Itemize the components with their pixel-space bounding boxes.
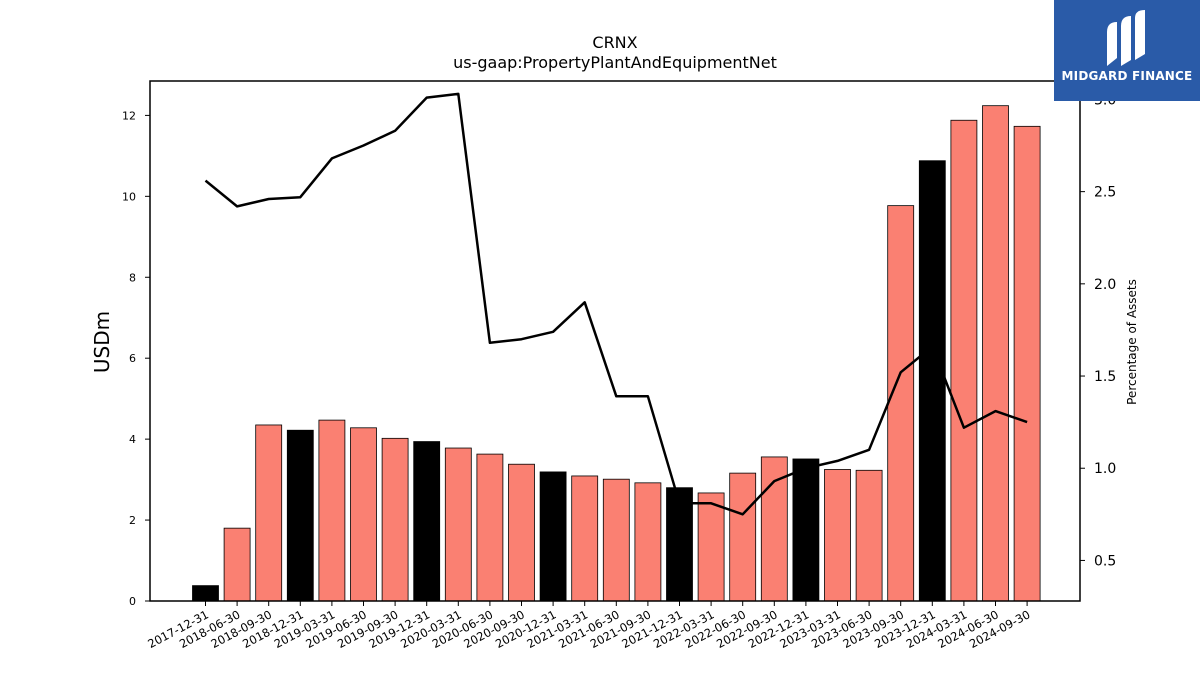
y-tick-label: 4: [129, 433, 136, 446]
bar-2021-03-31: [571, 475, 599, 602]
bar-2019-06-30: [350, 427, 377, 602]
y2-tick-label: 2.5: [1094, 185, 1116, 201]
y-axis: 0 2 4 6 8 10 12: [122, 109, 150, 608]
bar-2021-06-30: [602, 478, 630, 602]
chart-title: CRNX: [592, 33, 637, 52]
y-tick-label: 6: [129, 352, 136, 365]
y-tick-label: 2: [129, 514, 136, 527]
y2-tick-label: 0.5: [1094, 553, 1116, 569]
bar-2019-12-31: [413, 441, 441, 602]
bar-2023-06-30: [855, 469, 883, 602]
bar-2024-03-31: [950, 119, 978, 602]
line-group: [204, 92, 1028, 516]
bar-2018-09-30: [255, 424, 283, 602]
bar-2022-06-30: [729, 472, 757, 602]
y2-tick-label: 1.5: [1094, 369, 1116, 385]
y2-tick-label: 1.0: [1094, 461, 1116, 477]
bar-2020-06-30: [476, 453, 504, 602]
logo-mark-icon: [1107, 10, 1145, 66]
bar-2023-03-31: [824, 469, 851, 602]
x-axis: 2017-12-312018-06-302018-09-302018-12-31…: [145, 601, 1033, 651]
y-tick-label: 10: [122, 190, 136, 203]
bar-2019-03-31: [318, 419, 346, 602]
bars-group: [192, 105, 1041, 602]
y-axis-label: USDm: [90, 311, 114, 373]
bar-2021-12-31: [666, 487, 693, 602]
bar-2018-06-30: [223, 527, 251, 602]
chart-subtitle: us-gaap:PropertyPlantAndEquipmentNet: [453, 53, 777, 72]
bar-2024-06-30: [982, 105, 1009, 602]
bar-2023-09-30: [887, 205, 915, 602]
bar-2021-09-30: [634, 482, 662, 602]
bar-2018-12-31: [286, 429, 314, 602]
y-tick-label: 8: [129, 271, 136, 284]
bar-2020-09-30: [508, 463, 535, 602]
bar-2020-12-31: [539, 471, 567, 602]
bar-2019-09-30: [381, 437, 409, 602]
bar-2024-09-30: [1013, 125, 1041, 602]
y-tick-label: 12: [122, 109, 136, 122]
percentage-line: [204, 92, 1028, 516]
bar-2017-12-31: [192, 585, 219, 602]
bar-2020-03-31: [444, 447, 472, 602]
bar-2022-03-31: [697, 492, 725, 602]
y2-axis: 0.51.01.52.02.53.0: [1080, 92, 1116, 569]
plot-frame: [149, 80, 1081, 602]
y2-axis-label: Percentage of Assets: [1125, 279, 1139, 405]
y2-tick-label: 2.0: [1094, 277, 1116, 293]
y-tick-label: 0: [129, 595, 136, 608]
brand-logo: MIDGARD FINANCE: [1054, 0, 1200, 101]
bar-2022-12-31: [792, 458, 820, 602]
logo-text: MIDGARD FINANCE: [1061, 69, 1193, 83]
bar-2023-12-31: [918, 160, 946, 602]
